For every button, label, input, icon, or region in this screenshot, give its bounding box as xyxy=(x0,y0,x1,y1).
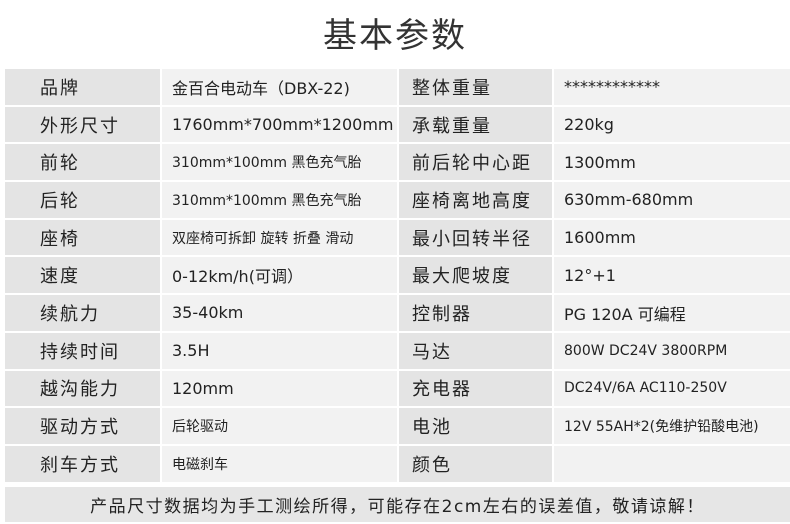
spec-value: 1760mm*700mm*1200mm xyxy=(162,106,397,143)
spec-label: 速度 xyxy=(5,257,160,294)
spec-label: 承载重量 xyxy=(399,106,552,143)
spec-label: 品牌 xyxy=(5,69,160,105)
spec-value: 金百合电动车（DBX-22) xyxy=(162,69,397,105)
spec-value: 12°+1 xyxy=(554,257,790,294)
disclaimer-note: 产品尺寸数据均为手工测绘所得，可能存在2cm左右的误差值，敬请谅解！ xyxy=(5,487,790,522)
spec-label: 最小回转半径 xyxy=(399,219,552,256)
spec-value: 1300mm xyxy=(554,144,790,181)
spec-label: 外形尺寸 xyxy=(5,106,160,143)
spec-value xyxy=(554,445,790,482)
spec-value: 310mm*100mm 黑色充气胎 xyxy=(162,144,397,181)
spec-value: 3.5H xyxy=(162,332,397,369)
spec-value: 35-40km xyxy=(162,295,397,331)
spec-value: PG 120A 可编程 xyxy=(554,295,790,331)
spec-value: DC24V/6A AC110-250V xyxy=(554,370,790,407)
spec-label: 电池 xyxy=(399,408,552,444)
spec-value: ************ xyxy=(554,69,790,105)
spec-label: 持续时间 xyxy=(5,332,160,369)
spec-label: 刹车方式 xyxy=(5,445,160,482)
spec-label: 整体重量 xyxy=(399,69,552,105)
spec-label: 颜色 xyxy=(399,445,552,482)
spec-label: 前轮 xyxy=(5,144,160,181)
spec-label: 续航力 xyxy=(5,295,160,331)
spec-value: 电磁刹车 xyxy=(162,445,397,482)
spec-label: 越沟能力 xyxy=(5,370,160,407)
spec-value: 220kg xyxy=(554,106,790,143)
spec-label: 前后轮中心距 xyxy=(399,144,552,181)
spec-label: 充电器 xyxy=(399,370,552,407)
spec-label: 座椅离地高度 xyxy=(399,182,552,218)
spec-value: 310mm*100mm 黑色充气胎 xyxy=(162,182,397,218)
spec-value: 双座椅可拆卸 旋转 折叠 滑动 xyxy=(162,219,397,256)
spec-label: 座椅 xyxy=(5,219,160,256)
spec-value: 630mm-680mm xyxy=(554,182,790,218)
spec-value: 800W DC24V 3800RPM xyxy=(554,332,790,369)
spec-label: 控制器 xyxy=(399,295,552,331)
spec-label: 驱动方式 xyxy=(5,408,160,444)
spec-value: 后轮驱动 xyxy=(162,408,397,444)
spec-value: 0-12km/h(可调） xyxy=(162,257,397,294)
spec-label: 最大爬坡度 xyxy=(399,257,552,294)
spec-value: 1600mm xyxy=(554,219,790,256)
spec-label: 后轮 xyxy=(5,182,160,218)
spec-table: 品牌 金百合电动车（DBX-22) 整体重量 ************ 外形尺寸 1760… xyxy=(5,69,790,482)
spec-value: 12V 55AH*2(免维护铅酸电池) xyxy=(554,408,790,444)
page-title: 基本参数 xyxy=(323,16,467,56)
spec-value: 120mm xyxy=(162,370,397,407)
spec-label: 马达 xyxy=(399,332,552,369)
